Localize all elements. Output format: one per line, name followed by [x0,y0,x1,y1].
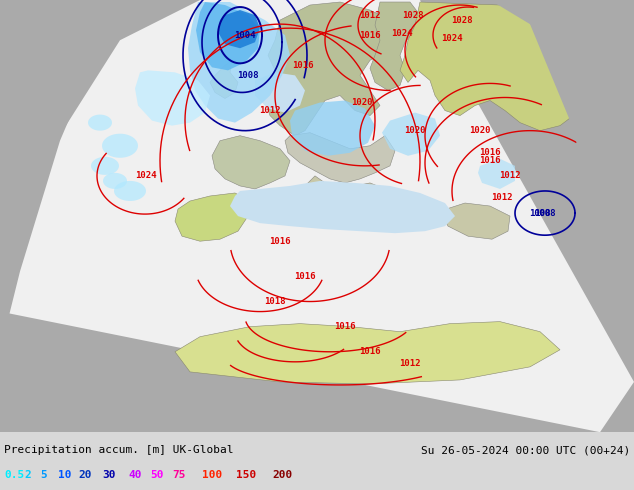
Polygon shape [88,115,112,131]
Text: 10: 10 [58,470,72,480]
Text: 5: 5 [40,470,47,480]
Polygon shape [102,134,138,158]
Polygon shape [114,181,146,201]
Text: 2: 2 [24,470,31,480]
Text: 1016: 1016 [292,61,314,70]
Polygon shape [300,176,330,216]
Text: 1028: 1028 [402,11,424,20]
Text: 30: 30 [102,470,115,480]
Text: 1016: 1016 [359,31,381,40]
Text: 20: 20 [78,470,91,480]
Text: 1012: 1012 [491,194,513,202]
Text: 200: 200 [272,470,292,480]
Polygon shape [290,100,375,156]
Polygon shape [175,321,560,384]
Text: 1016: 1016 [479,148,501,157]
Polygon shape [255,73,305,113]
Polygon shape [0,0,120,432]
Text: 1012: 1012 [259,106,281,115]
Text: 1028: 1028 [451,16,473,24]
Text: 150: 150 [236,470,256,480]
Polygon shape [265,2,400,136]
Text: 1016: 1016 [334,322,356,331]
Text: 1016: 1016 [359,347,381,356]
Text: 1018: 1018 [264,297,286,306]
Text: 1020: 1020 [469,126,491,135]
Polygon shape [370,2,420,91]
Polygon shape [135,71,210,125]
Text: 1020: 1020 [351,98,373,107]
Text: 1012: 1012 [359,11,381,20]
Polygon shape [230,181,455,233]
Polygon shape [382,113,440,156]
Polygon shape [440,203,510,239]
Text: 0.5: 0.5 [4,470,24,480]
Polygon shape [212,136,290,189]
Text: 1020: 1020 [404,126,426,135]
Polygon shape [490,0,634,111]
Text: 1016: 1016 [269,237,291,245]
Polygon shape [0,0,140,111]
Text: 1016: 1016 [479,156,501,165]
Text: Su 26-05-2024 00:00 UTC (00+24): Su 26-05-2024 00:00 UTC (00+24) [421,445,630,455]
Polygon shape [0,0,634,432]
Text: 1008: 1008 [237,71,259,80]
Text: 1016: 1016 [294,272,316,281]
Text: 100: 100 [202,470,223,480]
Text: 1012: 1012 [499,172,521,180]
Polygon shape [175,193,250,241]
Text: 40: 40 [128,470,141,480]
Text: 1012: 1012 [399,359,421,368]
Polygon shape [218,10,260,48]
Polygon shape [348,183,390,221]
Text: 1024: 1024 [391,29,413,38]
Text: 1004: 1004 [234,31,256,40]
Text: 75: 75 [172,470,186,480]
Polygon shape [103,173,127,189]
Text: Precipitation accum. [m] UK-Global: Precipitation accum. [m] UK-Global [4,445,233,455]
Polygon shape [285,133,395,183]
Text: 1024: 1024 [441,34,463,43]
Text: 1008: 1008 [529,209,551,218]
Polygon shape [196,2,260,71]
Polygon shape [91,157,119,175]
Polygon shape [210,60,238,98]
Text: 1008: 1008 [534,209,556,218]
Text: 1024: 1024 [135,172,157,180]
Polygon shape [478,159,515,189]
Text: 50: 50 [150,470,164,480]
Polygon shape [400,2,610,131]
Polygon shape [188,2,290,122]
Polygon shape [520,0,634,432]
